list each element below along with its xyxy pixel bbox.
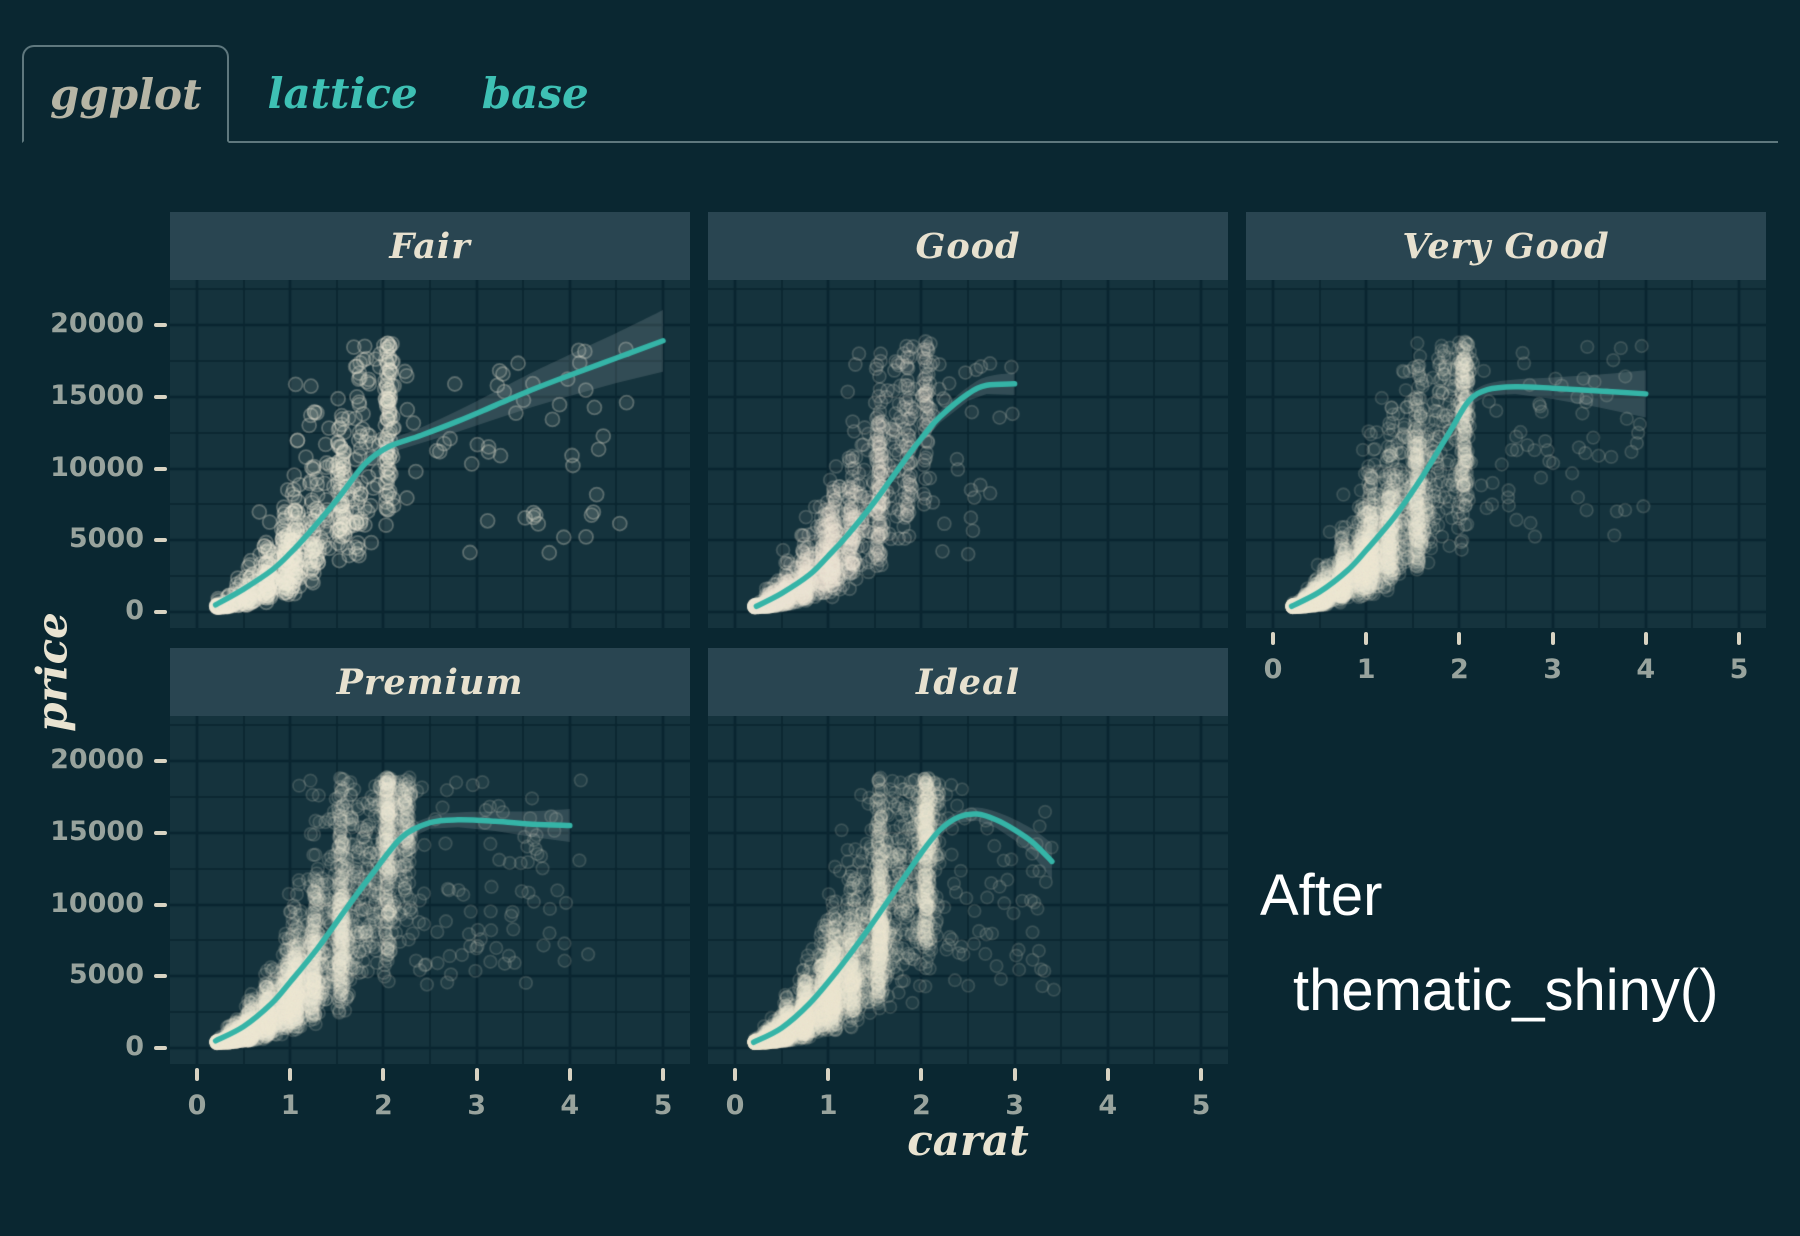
y-tick-mark [154,466,167,471]
x-tick-mark [381,1068,386,1081]
facet-strip-very-good: Very Good [1246,212,1766,280]
x-tick-mark [1271,632,1275,645]
facet-strip-good: Good [708,212,1228,280]
facet-strip-premium: Premium [170,648,690,716]
facet-fair: Fair [170,212,690,628]
y-tick-mark [154,323,167,327]
facet-strip-fair: Fair [170,212,690,280]
facet-good: Good [708,212,1228,628]
x-tick-mark [1199,1068,1203,1081]
annotation: After thematic_shiny() [1260,848,1718,1038]
tab-ggplot[interactable]: ggplot [22,45,230,143]
tab-base[interactable]: base [456,45,615,141]
x-tick-label: 3 [1005,1090,1024,1121]
x-tick-mark [733,1068,737,1081]
facet-strip-label: Ideal [915,661,1021,703]
facet-panel-canvas-ideal [708,716,1228,1064]
y-tick-label: 0 [125,595,144,626]
x-tick-label: 5 [1729,654,1749,685]
tab-bar: ggplot lattice base [22,45,1778,143]
y-tick-label: 0 [125,1031,144,1062]
facet-strip-ideal: Ideal [708,648,1228,716]
x-tick-label: 2 [911,1090,931,1121]
x-tick-label: 1 [1356,654,1376,685]
x-tick-label: 4 [1636,654,1656,685]
y-tick-label: 5000 [68,523,144,555]
x-tick-label: 2 [1449,654,1469,685]
facet-strip-label: Premium [336,661,524,703]
x-tick-label: 0 [187,1090,207,1121]
x-tick-mark [1737,632,1741,645]
facet-panel-canvas-fair [170,280,690,628]
annotation-line-1: After [1260,863,1383,928]
x-tick-mark [826,1068,831,1081]
x-tick-mark [1364,632,1369,645]
x-tick-mark [195,1068,199,1081]
y-tick-mark [154,610,167,614]
x-tick-mark [288,1068,293,1081]
x-tick-label: 1 [280,1090,300,1121]
facet-panel-canvas-premium [170,716,690,1064]
x-tick-label: 2 [373,1090,393,1121]
x-tick-mark [1105,1068,1110,1081]
y-tick-label: 20000 [50,744,144,775]
x-tick-mark [1457,632,1462,645]
y-tick-mark [154,974,167,979]
y-tick-label: 10000 [50,451,144,483]
annotation-line-2: thematic_shiny() [1293,958,1719,1023]
y-tick-label: 5000 [68,959,144,991]
x-tick-mark [567,1068,572,1081]
x-tick-label: 4 [1098,1090,1118,1121]
x-tick-mark [1550,632,1555,645]
y-tick-label: 15000 [50,379,144,411]
x-tick-mark [919,1068,924,1081]
y-tick-label: 20000 [50,308,144,339]
x-tick-label: 0 [1263,654,1283,685]
x-tick-mark [474,1068,479,1081]
tab-base-label: base [481,68,589,118]
facet-very-good: Very Good [1246,212,1766,628]
y-tick-mark [154,830,167,835]
x-tick-label: 4 [560,1090,580,1121]
y-tick-mark [154,538,167,543]
x-tick-label: 5 [653,1090,673,1121]
x-tick-label: 3 [467,1090,486,1121]
y-axis-title: price [27,612,77,732]
facet-strip-label: Very Good [1402,225,1610,267]
x-axis-title: carat [907,1116,1029,1165]
x-tick-label: 1 [818,1090,838,1121]
y-tick-label: 15000 [50,815,144,847]
x-tick-label: 0 [725,1090,745,1121]
x-tick-mark [661,1068,665,1081]
x-tick-mark [1643,632,1648,645]
facet-strip-label: Fair [389,225,471,267]
facet-ideal: Ideal [708,648,1228,1064]
x-tick-mark [1012,1068,1017,1081]
tab-ggplot-label: ggplot [50,69,202,119]
facet-panel-canvas-very-good [1246,280,1766,628]
x-tick-label: 3 [1543,654,1562,685]
y-tick-label: 10000 [50,887,144,919]
y-tick-mark [154,759,167,763]
tab-lattice-label: lattice [267,68,418,118]
facet-panel-canvas-good [708,280,1228,628]
facet-strip-label: Good [915,225,1021,267]
y-tick-mark [154,902,167,907]
facet-premium: Premium [170,648,690,1064]
tab-lattice[interactable]: lattice [241,45,443,141]
x-tick-label: 5 [1191,1090,1211,1121]
y-tick-mark [154,1046,167,1050]
y-tick-mark [154,394,167,399]
